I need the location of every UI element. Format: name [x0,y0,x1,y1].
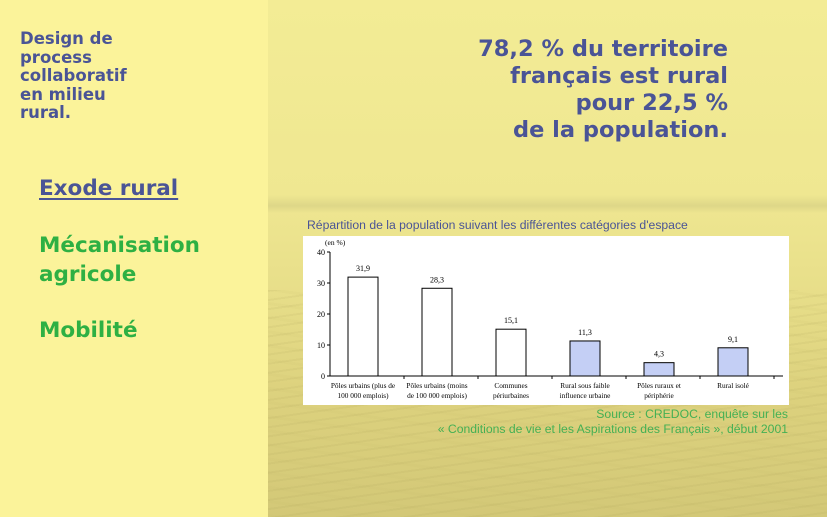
chart-title: Répartition de la population suivant les… [307,218,688,232]
bar-value-label-1: 28,3 [430,275,444,284]
x-category-label-line: Pôles urbains (plus de [331,381,395,390]
bar-value-label-2: 15,1 [504,316,518,325]
bar-value-label-3: 11,3 [578,328,592,337]
bar-5 [717,347,749,377]
cause-mobilite: Mobilité [39,318,138,343]
bar-0 [347,276,379,377]
x-category-label-2: Communes périurbaines [493,381,529,400]
x-category-label-line: Communes [494,381,527,390]
bar-chart: (en %) 0 10 20 30 40 31,9 Pôles urbains (plus d… [303,236,789,405]
bar-value-label-0: 31,9 [356,264,370,273]
y-tick-label-2: 20 [317,310,325,319]
headline: 78,2 % du territoire français est rural … [478,36,728,143]
y-tick-label-0: 0 [321,372,325,381]
x-category-label-line: Pôles urbains (moins [406,381,467,390]
bar-value-label-5: 9,1 [728,335,738,344]
y-tick-label-1: 10 [317,341,325,350]
bar-2 [495,328,527,377]
bar-1 [421,287,453,377]
cause-mecanisation-agricole: Mécanisation agricole [39,233,200,287]
x-category-label-3: Rural sous faible influence urbaine [560,381,611,400]
bar-4 [643,362,675,377]
x-category-label-line: de 100 000 emplois) [407,391,467,400]
x-category-label-5: Rural isolé [717,381,749,390]
x-category-label-line: 100 000 emplois) [337,391,389,400]
y-axis-label: (en %) [325,238,346,247]
bar-3 [569,340,601,377]
x-category-label-line: influence urbaine [560,391,611,400]
x-category-label-line: Pôles ruraux et [637,381,681,390]
bar-chart-svg: (en %) 0 10 20 30 40 31,9 Pôles urbains (plus d… [317,238,783,400]
y-tick-label-3: 30 [317,279,325,288]
x-category-label-line: Rural isolé [717,381,749,390]
x-category-label-4: Pôles ruraux et périphérie [637,381,681,400]
left-panel: Design de process collaboratif en milieu… [0,0,268,517]
x-category-label-1: Pôles urbains (moins de 100 000 emplois) [406,381,467,400]
project-title: Design de process collaboratif en milieu… [20,29,127,122]
cause-exode-rural[interactable]: Exode rural [39,176,179,201]
source-note: Source : CREDOC, enquête sur les « Condi… [437,407,788,436]
y-tick-label-4: 40 [317,248,325,257]
x-category-label-line: périphérie [644,391,674,400]
x-category-label-line: Rural sous faible [560,381,609,390]
x-category-label-line: périurbaines [493,391,529,400]
x-category-label-0: Pôles urbains (plus de 100 000 emplois) [331,381,395,400]
bar-value-label-4: 4,3 [654,350,664,359]
horizon-tree-line [268,195,827,213]
